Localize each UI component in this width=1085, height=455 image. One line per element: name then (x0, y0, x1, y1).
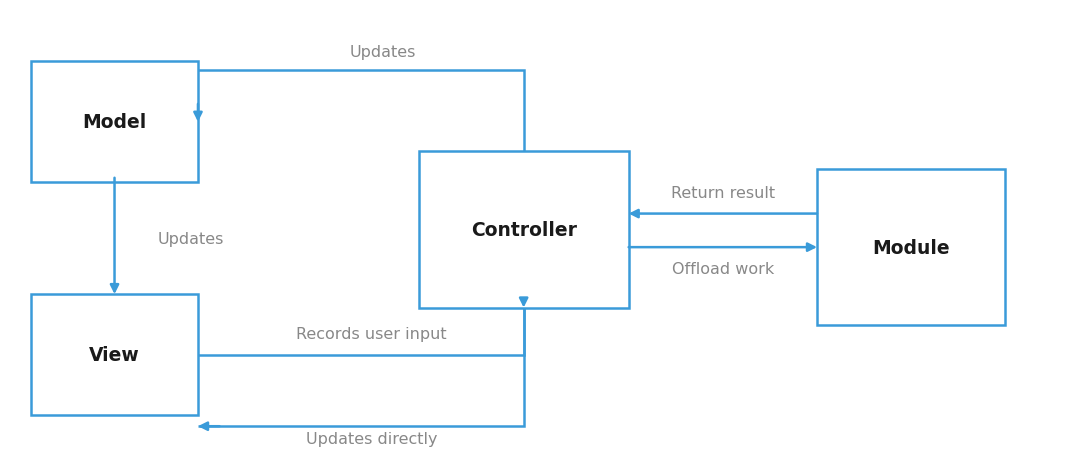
Bar (817, 169, 1006, 326)
Bar (419, 152, 628, 308)
Text: View: View (89, 345, 140, 364)
Text: Module: Module (872, 238, 950, 257)
Text: Return result: Return result (671, 186, 775, 201)
Text: Updates directly: Updates directly (306, 431, 437, 446)
Text: Records user input: Records user input (296, 326, 447, 341)
Text: Offload work: Offload work (672, 261, 774, 276)
Text: Updates: Updates (349, 45, 416, 60)
Text: Controller: Controller (471, 220, 576, 239)
Text: Updates: Updates (157, 231, 224, 246)
Bar (31, 62, 197, 183)
Text: Model: Model (82, 113, 146, 132)
Bar (31, 294, 197, 415)
